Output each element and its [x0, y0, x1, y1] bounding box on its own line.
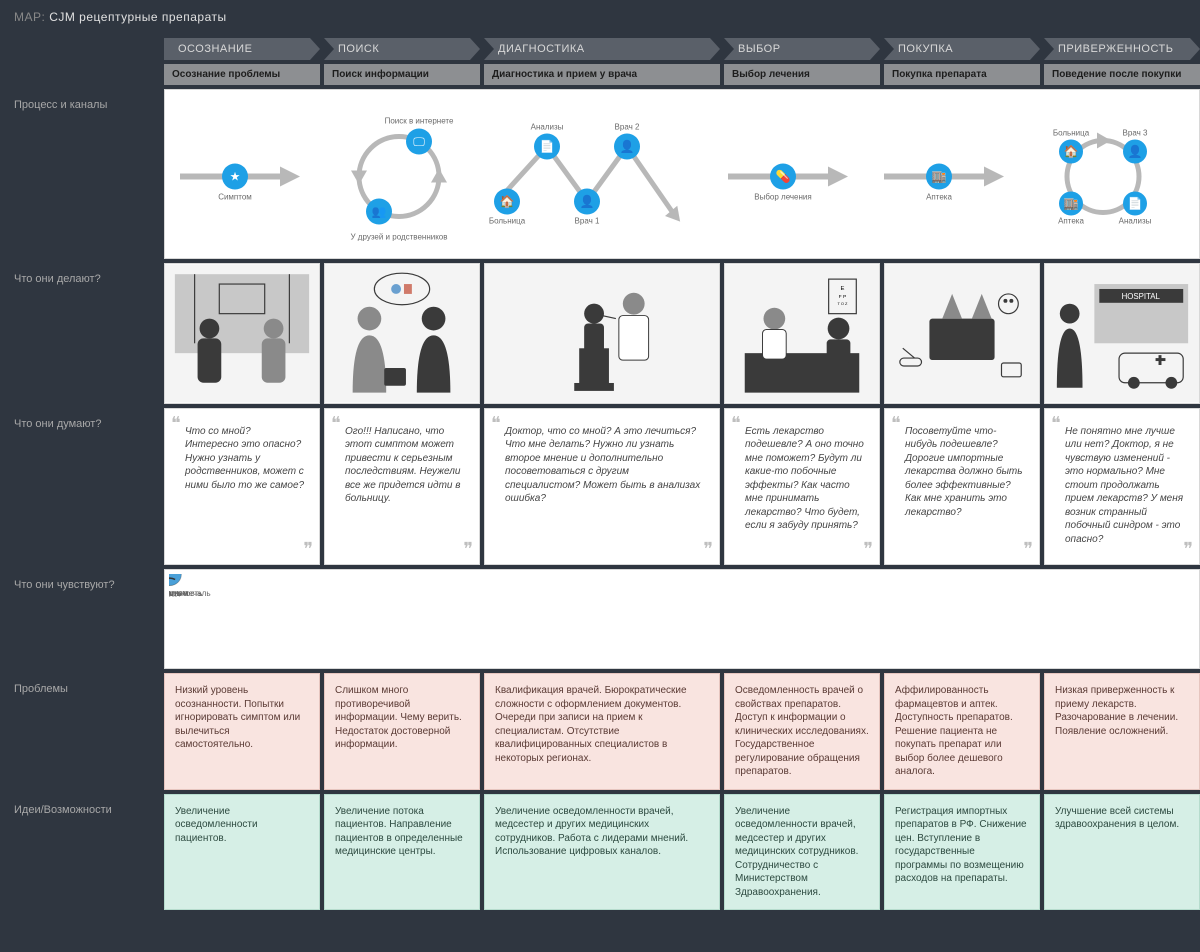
substage-1: Поиск информации: [324, 64, 480, 85]
idea-1: Увеличение потока пациентов. Направление…: [324, 794, 480, 911]
substage-2: Диагностика и прием у врача: [484, 64, 720, 85]
stage-adherence: ПРИВЕРЖЕННОСТЬ: [1044, 38, 1200, 60]
emotion-curve: сомнение настороженность страх оптимизм …: [164, 569, 1200, 669]
svg-text:👥: 👥: [372, 205, 387, 219]
substage-0: Осознание проблемы: [164, 64, 320, 85]
idea-5: Улучшение всей системы здравоохранения в…: [1044, 794, 1200, 911]
rowlabel-think: Что они думают?: [0, 408, 160, 434]
stage-search: ПОИСК: [324, 38, 480, 60]
svg-text:HOSPITAL: HOSPITAL: [1122, 292, 1161, 301]
illus-3: E F PT O Z: [724, 263, 880, 404]
svg-text:задумчивость печаль: задумчивость печаль: [169, 590, 211, 599]
rowlabel-empty-stages: [0, 38, 160, 52]
problem-3: Осведомленность врачей о свойствах препа…: [724, 673, 880, 790]
svg-text:Врач 2: Врач 2: [615, 123, 640, 132]
stage-purchase: ПОКУПКА: [884, 38, 1040, 60]
svg-text:★: ★: [230, 170, 241, 184]
svg-text:📄: 📄: [1128, 197, 1143, 211]
substage-4: Покупка препарата: [884, 64, 1040, 85]
problem-0: Низкий уровень осознанности. Попытки игн…: [164, 673, 320, 790]
svg-text:📄: 📄: [540, 140, 555, 154]
map-label: MAP:: [14, 10, 45, 24]
illus-4: [884, 263, 1040, 404]
svg-text:E: E: [840, 286, 844, 292]
svg-text:Анализы: Анализы: [531, 123, 564, 132]
problem-2: Квалификация врачей. Бюрократические сло…: [484, 673, 720, 790]
svg-text:👤: 👤: [620, 140, 635, 154]
idea-3: Увеличение осведомленности врачей, медсе…: [724, 794, 880, 911]
problem-1: Слишком много противоречивой информации.…: [324, 673, 480, 790]
problem-4: Аффилированность фармацевтов и аптек. До…: [884, 673, 1040, 790]
svg-text:👤: 👤: [1128, 145, 1143, 159]
svg-text:👤: 👤: [580, 195, 595, 209]
svg-text:Больница: Больница: [489, 217, 526, 226]
svg-text:Анализы: Анализы: [1119, 217, 1152, 226]
rowlabel-feel: Что они чувствуют?: [0, 569, 160, 595]
svg-text:Аптека: Аптека: [926, 193, 952, 202]
idea-0: Увеличение осведомленности пациентов.: [164, 794, 320, 911]
node-symptom-label: Симптом: [218, 193, 252, 202]
svg-text:Врач 1: Врач 1: [575, 217, 600, 226]
rowlabel-do: Что они делают?: [0, 263, 160, 289]
rowlabel-ideas: Идеи/Возможности: [0, 794, 160, 820]
proc-awareness: ★ Симптом: [165, 90, 321, 263]
svg-text:Аптека: Аптека: [1058, 217, 1084, 226]
idea-2: Увеличение осведомленности врачей, медсе…: [484, 794, 720, 911]
svg-text:💊: 💊: [776, 169, 791, 184]
proc-adherence: 🏠 Больница 👤 Врач 3 📄 Анализы 🏬 Аптека: [1025, 90, 1181, 263]
svg-text:Больница: Больница: [1053, 129, 1090, 138]
problem-5: Низкая приверженность к приему лекарств.…: [1044, 673, 1200, 790]
illus-2: [484, 263, 720, 404]
quote-4: ❝Посоветуйте что-нибудь подешевле? Дорог…: [884, 408, 1040, 566]
quote-3: ❝Есть лекарство подешевле? А оно точно м…: [724, 408, 880, 566]
svg-text:Врач 3: Врач 3: [1123, 129, 1148, 138]
idea-4: Регистрация импортных препаратов в РФ. С…: [884, 794, 1040, 911]
illus-5: HOSPITAL: [1044, 263, 1200, 404]
page-header: MAP: CJM рецептурные препараты: [0, 0, 1200, 34]
svg-text:Выбор лечения: Выбор лечения: [754, 193, 811, 202]
proc-search: 🖵 Поиск в интернете 👥 У друзей и родстве…: [321, 90, 477, 263]
quote-5: ❝Не понятно мне лучше или нет? Доктор, я…: [1044, 408, 1200, 566]
quote-1: ❝Ого!!! Написано, что этот симптом может…: [324, 408, 480, 566]
illus-0: [164, 263, 320, 404]
stage-choice: ВЫБОР: [724, 38, 880, 60]
proc-choice: 💊 Выбор лечения: [713, 90, 869, 263]
svg-text:T O Z: T O Z: [837, 301, 848, 306]
quote-0: ❝Что со мной? Интересно это опасно? Нужн…: [164, 408, 320, 566]
svg-text:Поиск в интернете: Поиск в интернете: [385, 117, 454, 126]
svg-text:🏠: 🏠: [1064, 145, 1079, 159]
rowlabel-empty-sub: [0, 64, 160, 78]
stage-awareness: ОСОЗНАНИЕ: [164, 38, 320, 60]
quote-2: ❝Доктор, что со мной? А это лечиться? Чт…: [484, 408, 720, 566]
svg-text:🏠: 🏠: [500, 195, 515, 209]
svg-text:🖵: 🖵: [413, 135, 425, 149]
proc-diagnosis: 📄 Анализы 👤 Врач 2 🏠 Больница 👤 Врач 1: [477, 90, 713, 263]
stage-diagnosis: ДИАГНОСТИКА: [484, 38, 720, 60]
svg-text:У друзей и родственников: У друзей и родственников: [351, 233, 448, 242]
svg-text:🏬: 🏬: [932, 170, 947, 184]
rowlabel-problems: Проблемы: [0, 673, 160, 699]
rowlabel-process: Процесс и каналы: [0, 89, 160, 115]
svg-text:F P: F P: [839, 294, 847, 300]
substage-5: Поведение после покупки: [1044, 64, 1200, 85]
map-title: CJM рецептурные препараты: [49, 10, 226, 24]
proc-purchase: 🏬 Аптека: [869, 90, 1025, 263]
process-row: ★ Симптом 🖵 Поиск в интернете 👥 У друзей…: [164, 89, 1200, 259]
illus-1: [324, 263, 480, 404]
svg-text:🏬: 🏬: [1064, 197, 1079, 211]
cjm-grid: ОСОЗНАНИЕ ПОИСК ДИАГНОСТИКА ВЫБОР ПОКУПК…: [0, 34, 1200, 922]
substage-3: Выбор лечения: [724, 64, 880, 85]
